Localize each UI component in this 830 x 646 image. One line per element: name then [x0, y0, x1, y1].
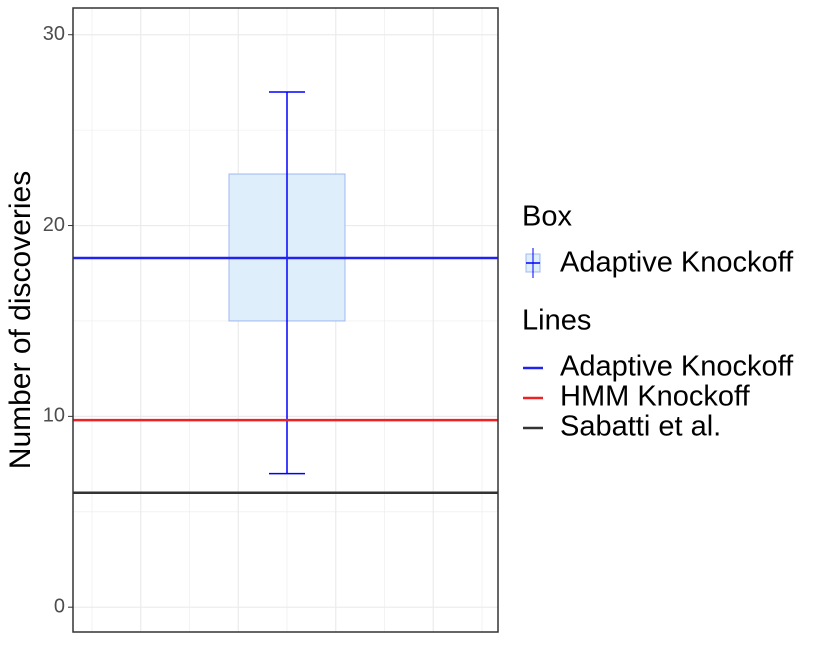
y-tick-label: 20 [43, 214, 65, 236]
legend-title: Box [522, 201, 572, 233]
y-axis-title: Number of discoveries [4, 171, 37, 469]
legend-label: Adaptive Knockoff [560, 351, 794, 383]
y-tick-label: 10 [43, 405, 65, 427]
legend-label: Adaptive Knockoff [560, 247, 794, 279]
y-tick-label: 0 [54, 595, 65, 617]
y-tick-label: 30 [43, 23, 65, 45]
legend-label: Sabatti et al. [560, 411, 721, 443]
legend-label: HMM Knockoff [560, 381, 751, 413]
legend-title: Lines [522, 305, 591, 337]
panel-border [72, 7, 499, 633]
